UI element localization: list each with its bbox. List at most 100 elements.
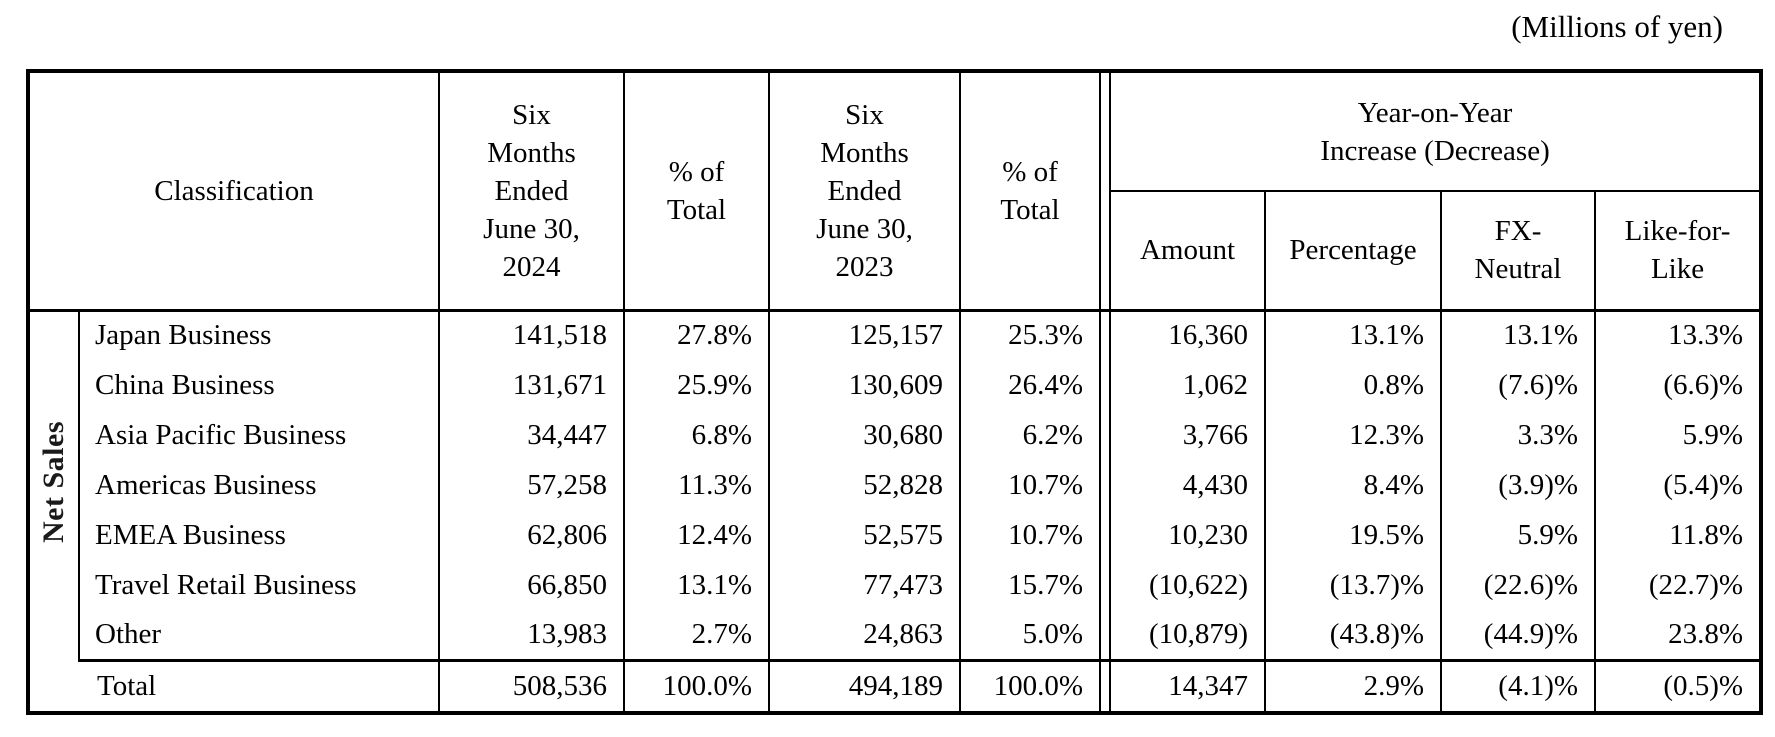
cell-business-name: Travel Retail Business <box>77 560 441 610</box>
cell-fy2023: 52,575 <box>768 510 962 560</box>
cell-yoy-fx-neutral: 3.3% <box>1440 410 1597 460</box>
header-row-1: Classification Six Months Ended June 30,… <box>26 70 1763 312</box>
double-rule-gap <box>1099 71 1112 312</box>
cell-pct2024: 25.9% <box>623 360 771 410</box>
col-header-yoy-banner: Year-on-Year Increase (Decrease) <box>1109 70 1763 192</box>
cell-total-yoy-amount: 14,347 <box>1109 660 1267 713</box>
col-header-fx-neutral: FX- Neutral <box>1440 190 1597 312</box>
cell-total-yoy-percentage: 2.9% <box>1264 660 1443 713</box>
table-row: Other 13,983 2.7% 24,863 5.0% (10,879) (… <box>28 610 1763 662</box>
double-rule-gap <box>1099 660 1112 713</box>
table-row: Travel Retail Business 66,850 13.1% 77,4… <box>28 560 1763 610</box>
cell-fy2023: 130,609 <box>768 360 962 410</box>
cell-fy2023: 30,680 <box>768 410 962 460</box>
cell-pct2024: 2.7% <box>623 610 771 662</box>
double-rule-gap <box>1099 310 1112 360</box>
cell-yoy-amount: 10,230 <box>1109 510 1267 560</box>
net-sales-vertical-label: Net Sales <box>37 420 70 543</box>
cell-fy2023: 125,157 <box>768 310 962 360</box>
row-group-label-net-sales: Net Sales <box>28 310 80 660</box>
cell-yoy-amount: 4,430 <box>1109 460 1267 510</box>
cell-fy2024: 131,671 <box>438 360 626 410</box>
col-header-like-for-like: Like-for- Like <box>1594 190 1763 312</box>
table-row: Net Sales Japan Business 141,518 27.8% 1… <box>28 310 1763 660</box>
cell-total-fy2023: 494,189 <box>768 660 962 713</box>
cell-pct2024: 27.8% <box>623 310 771 360</box>
cell-total-pct2023: 100.0% <box>959 660 1102 713</box>
double-rule-gap <box>1099 460 1112 510</box>
cell-business-name: Americas Business <box>77 460 441 510</box>
double-rule-gap <box>1099 410 1112 460</box>
cell-pct2024: 6.8% <box>623 410 771 460</box>
cell-yoy-fx-neutral: 13.1% <box>1440 310 1597 360</box>
cell-business-name: China Business <box>77 360 441 410</box>
cell-yoy-fx-neutral: (7.6)% <box>1440 360 1597 410</box>
table-row: Americas Business 57,258 11.3% 52,828 10… <box>28 460 1763 510</box>
cell-yoy-amount: 1,062 <box>1109 360 1267 410</box>
cell-total-fy2024: 508,536 <box>438 660 626 713</box>
cell-yoy-percentage: 8.4% <box>1264 460 1443 510</box>
table-row: Asia Pacific Business 34,447 6.8% 30,680… <box>28 410 1763 460</box>
cell-yoy-like-for-like: (6.6)% <box>1594 360 1763 410</box>
cell-business-name: EMEA Business <box>77 510 441 560</box>
millions-of-yen-note: (Millions of yen) <box>1511 9 1723 44</box>
cell-fy2023: 77,473 <box>768 560 962 610</box>
cell-yoy-percentage: (43.8)% <box>1264 610 1443 662</box>
cell-total-label: Total <box>28 660 441 713</box>
cell-yoy-percentage: 0.8% <box>1264 360 1443 410</box>
col-header-period-2024: Six Months Ended June 30, 2024 <box>438 70 626 312</box>
cell-yoy-like-for-like: 13.3% <box>1594 310 1763 360</box>
cell-business-name: Asia Pacific Business <box>77 410 441 460</box>
net-sales-table-wrapper: Classification Six Months Ended June 30,… <box>26 69 1764 715</box>
col-header-pct-total-2023: % of Total <box>959 70 1102 312</box>
cell-pct2023: 10.7% <box>959 460 1102 510</box>
cell-yoy-amount: (10,879) <box>1109 610 1267 662</box>
cell-yoy-amount: 16,360 <box>1109 310 1267 360</box>
cell-yoy-percentage: 13.1% <box>1264 310 1443 360</box>
cell-business-name: Other <box>77 610 441 662</box>
cell-fy2024: 34,447 <box>438 410 626 460</box>
cell-fy2024: 62,806 <box>438 510 626 560</box>
total-row: Total 508,536 100.0% 494,189 100.0% 14,3… <box>28 660 1763 713</box>
cell-fy2024: 13,983 <box>438 610 626 662</box>
cell-yoy-like-for-like: (22.7)% <box>1594 560 1763 610</box>
cell-pct2023: 15.7% <box>959 560 1102 610</box>
col-header-period-2023: Six Months Ended June 30, 2023 <box>768 70 962 312</box>
cell-yoy-percentage: 12.3% <box>1264 410 1443 460</box>
cell-total-yoy-fx-neutral: (4.1)% <box>1440 660 1597 713</box>
cell-pct2024: 13.1% <box>623 560 771 610</box>
cell-yoy-amount: (10,622) <box>1109 560 1267 610</box>
cell-pct2023: 25.3% <box>959 310 1102 360</box>
cell-yoy-fx-neutral: (44.9)% <box>1440 610 1597 662</box>
cell-yoy-like-for-like: 23.8% <box>1594 610 1763 662</box>
cell-pct2023: 5.0% <box>959 610 1102 662</box>
cell-yoy-like-for-like: 5.9% <box>1594 410 1763 460</box>
net-sales-table: Classification Six Months Ended June 30,… <box>26 69 1764 715</box>
header-row-2: Amount Percentage FX- Neutral Like-for- … <box>28 190 1763 312</box>
cell-yoy-percentage: 19.5% <box>1264 510 1443 560</box>
cell-yoy-fx-neutral: (22.6)% <box>1440 560 1597 610</box>
cell-pct2024: 12.4% <box>623 510 771 560</box>
double-rule-gap <box>1099 360 1112 410</box>
col-header-pct-total-2024: % of Total <box>623 70 771 312</box>
col-header-amount: Amount <box>1109 190 1267 312</box>
double-rule-gap <box>1099 560 1112 610</box>
cell-total-pct2024: 100.0% <box>623 660 771 713</box>
cell-fy2023: 52,828 <box>768 460 962 510</box>
cell-yoy-percentage: (13.7)% <box>1264 560 1443 610</box>
cell-yoy-like-for-like: (5.4)% <box>1594 460 1763 510</box>
cell-business-name: Japan Business <box>77 310 441 360</box>
double-rule-gap <box>1099 610 1112 662</box>
table-row: EMEA Business 62,806 12.4% 52,575 10.7% … <box>28 510 1763 560</box>
cell-pct2024: 11.3% <box>623 460 771 510</box>
cell-fy2023: 24,863 <box>768 610 962 662</box>
cell-pct2023: 26.4% <box>959 360 1102 410</box>
cell-yoy-amount: 3,766 <box>1109 410 1267 460</box>
col-header-percentage: Percentage <box>1264 190 1443 312</box>
cell-pct2023: 10.7% <box>959 510 1102 560</box>
cell-total-yoy-like-for-like: (0.5)% <box>1594 660 1763 713</box>
double-rule-gap <box>1099 510 1112 560</box>
cell-pct2023: 6.2% <box>959 410 1102 460</box>
cell-fy2024: 57,258 <box>438 460 626 510</box>
cell-yoy-fx-neutral: (3.9)% <box>1440 460 1597 510</box>
